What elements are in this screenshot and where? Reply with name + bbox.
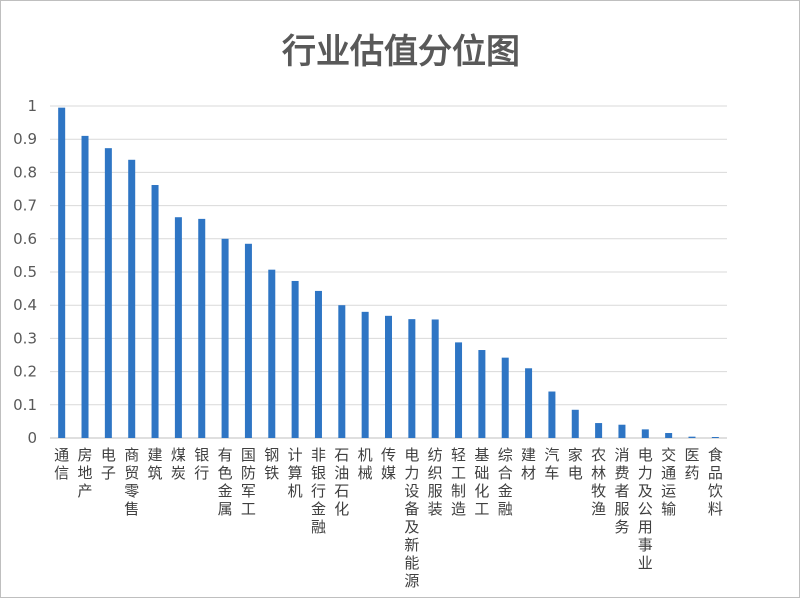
bar [104, 148, 112, 438]
bar [128, 159, 136, 438]
x-tick-label: 食品饮料 [708, 446, 723, 518]
x-axis-ticks: 通信房地产电子商贸零售建筑煤炭银行有色金属国防军工钢铁计算机非银行金融石油石化机… [54, 446, 723, 590]
y-tick-label: 0.1 [13, 396, 37, 414]
bar [268, 269, 276, 438]
x-tick-label: 综合金融 [498, 446, 513, 518]
x-tick-label: 轻工制造 [451, 446, 466, 518]
x-tick-label: 消费者服务 [614, 446, 629, 536]
bar [501, 357, 509, 438]
x-tick-label: 煤炭 [171, 446, 186, 482]
bar [431, 319, 439, 438]
x-tick-label: 钢铁 [264, 446, 279, 482]
x-tick-label: 家电 [568, 446, 583, 482]
y-tick-label: 0.4 [13, 296, 37, 314]
bars [58, 107, 719, 438]
bar [455, 342, 463, 438]
bar [641, 429, 649, 438]
y-axis-ticks: 0 0.1 0.2 0.3 0.4 0.5 0.6 0.7 0.8 0.9 1 [13, 97, 37, 447]
y-tick-label: 0.5 [13, 263, 37, 281]
y-tick-label: 0 [27, 429, 37, 447]
bar [478, 350, 486, 438]
bar [291, 280, 299, 438]
bar [385, 315, 392, 438]
bar [688, 436, 696, 438]
x-tick-label: 纺织服装 [428, 446, 443, 518]
x-tick-label: 建筑 [148, 446, 163, 482]
chart-title: 行业估值分位图 [282, 32, 520, 72]
x-tick-label: 建材 [521, 446, 536, 482]
x-tick-label: 电子 [101, 446, 116, 482]
bar [665, 433, 673, 438]
x-tick-label: 银行 [194, 446, 209, 482]
x-tick-label: 通信 [54, 446, 69, 482]
x-tick-label: 机械 [358, 446, 373, 482]
bar [244, 243, 252, 438]
y-tick-label: 1 [27, 97, 37, 115]
y-tick-label: 0.9 [13, 130, 37, 148]
bar [314, 290, 322, 438]
bar [151, 185, 159, 438]
bar [548, 391, 556, 438]
y-tick-label: 0.3 [13, 329, 37, 347]
x-tick-label: 国防军工 [241, 446, 256, 518]
bar [595, 423, 603, 438]
x-tick-label: 汽车 [544, 446, 559, 482]
x-tick-label: 传媒 [381, 446, 396, 482]
bar [618, 424, 626, 438]
bar [338, 305, 346, 438]
bar [361, 311, 369, 438]
x-tick-label: 商贸零售 [124, 446, 139, 518]
x-tick-label: 交通运输 [661, 446, 676, 518]
x-tick-label: 医药 [684, 446, 699, 482]
x-tick-label: 电力及公用事业 [638, 446, 653, 572]
y-tick-label: 0.8 [13, 163, 37, 181]
bar [221, 238, 229, 438]
bar [571, 409, 579, 438]
x-tick-label: 石油石化 [334, 446, 349, 518]
bar [58, 107, 66, 438]
gridlines [50, 105, 727, 439]
y-tick-label: 0.2 [13, 363, 37, 381]
x-tick-label: 基础化工 [474, 446, 489, 518]
y-tick-label: 0.6 [13, 230, 37, 248]
x-tick-label: 农林牧渔 [591, 446, 606, 518]
bar [525, 368, 533, 438]
bar [408, 319, 416, 438]
x-tick-label: 房地产 [78, 446, 93, 500]
x-tick-label: 非银行金融 [311, 446, 326, 536]
x-tick-label: 有色金属 [218, 446, 233, 518]
x-tick-label: 计算机 [288, 446, 303, 500]
bar [711, 437, 719, 438]
x-tick-label: 电力设备及新能源 [404, 446, 419, 590]
bar [174, 217, 182, 438]
bar [81, 135, 89, 438]
y-tick-label: 0.7 [13, 197, 37, 215]
bar [198, 218, 206, 438]
